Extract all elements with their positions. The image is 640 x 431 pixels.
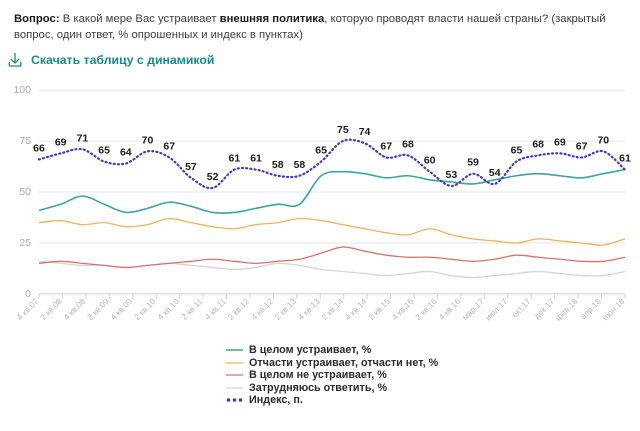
svg-text:75: 75 — [337, 124, 349, 136]
svg-text:100: 100 — [13, 84, 31, 96]
svg-text:2 кв.08: 2 кв.08 — [38, 296, 64, 322]
svg-text:4 кв.15: 4 кв.15 — [390, 296, 416, 322]
svg-text:67: 67 — [576, 140, 588, 152]
svg-text:2 кв.15: 2 кв.15 — [366, 296, 392, 322]
svg-text:4 кв.08: 4 кв.08 — [61, 296, 87, 322]
svg-text:50: 50 — [19, 186, 31, 198]
svg-text:61: 61 — [228, 153, 240, 165]
svg-text:64: 64 — [120, 147, 132, 159]
svg-text:4 кв.13: 4 кв.13 — [296, 296, 322, 322]
svg-text:66: 66 — [33, 142, 45, 154]
svg-text:фев.18: фев.18 — [553, 296, 580, 323]
svg-text:52: 52 — [207, 171, 219, 183]
svg-text:2 кв.09: 2 кв.09 — [85, 296, 111, 322]
svg-text:дек.17: дек.17 — [532, 296, 557, 321]
svg-text:69: 69 — [55, 136, 67, 148]
svg-text:2 кв.16: 2 кв.16 — [413, 296, 439, 322]
svg-text:2 кв.10: 2 кв.10 — [132, 296, 158, 322]
svg-text:61: 61 — [250, 153, 262, 165]
svg-text:июл.17: июл.17 — [483, 296, 509, 322]
svg-text:75: 75 — [19, 135, 31, 147]
svg-text:74: 74 — [359, 126, 371, 138]
svg-text:67: 67 — [163, 140, 175, 152]
svg-text:4 кв.14: 4 кв.14 — [343, 296, 369, 322]
svg-text:окт.17: окт.17 — [509, 296, 532, 319]
svg-text:65: 65 — [315, 145, 327, 157]
svg-text:59: 59 — [467, 157, 479, 169]
svg-text:65: 65 — [511, 145, 523, 157]
svg-text:57: 57 — [185, 161, 197, 173]
svg-text:60: 60 — [424, 155, 436, 167]
svg-text:65: 65 — [98, 145, 110, 157]
svg-text:мар.17: мар.17 — [460, 296, 486, 322]
svg-text:2 кв.13: 2 кв.13 — [272, 296, 298, 322]
svg-text:68: 68 — [402, 138, 414, 150]
svg-text:4 кв.11: 4 кв.11 — [203, 296, 229, 322]
svg-text:4 кв.12: 4 кв.12 — [249, 296, 275, 322]
svg-text:70: 70 — [142, 134, 154, 146]
svg-text:53: 53 — [446, 169, 458, 181]
svg-text:71: 71 — [77, 132, 89, 144]
svg-text:54: 54 — [489, 167, 501, 179]
svg-text:61: 61 — [619, 153, 631, 165]
svg-text:4 кв.09: 4 кв.09 — [108, 296, 134, 322]
svg-text:2 кв.12: 2 кв.12 — [226, 296, 252, 322]
svg-text:25: 25 — [19, 237, 31, 249]
svg-text:2 кв.14: 2 кв.14 — [319, 296, 345, 322]
svg-text:апр.18: апр.18 — [578, 296, 603, 321]
svg-text:58: 58 — [272, 159, 284, 171]
svg-text:июн.18: июн.18 — [600, 296, 626, 322]
svg-text:68: 68 — [532, 138, 544, 150]
svg-text:58: 58 — [294, 159, 306, 171]
svg-text:69: 69 — [554, 136, 566, 148]
svg-text:2 кв.11: 2 кв.11 — [179, 296, 205, 322]
svg-text:4 кв.10: 4 кв.10 — [155, 296, 181, 322]
svg-text:70: 70 — [597, 134, 609, 146]
svg-text:67: 67 — [380, 140, 392, 152]
svg-text:4 кв.16: 4 кв.16 — [437, 296, 463, 322]
